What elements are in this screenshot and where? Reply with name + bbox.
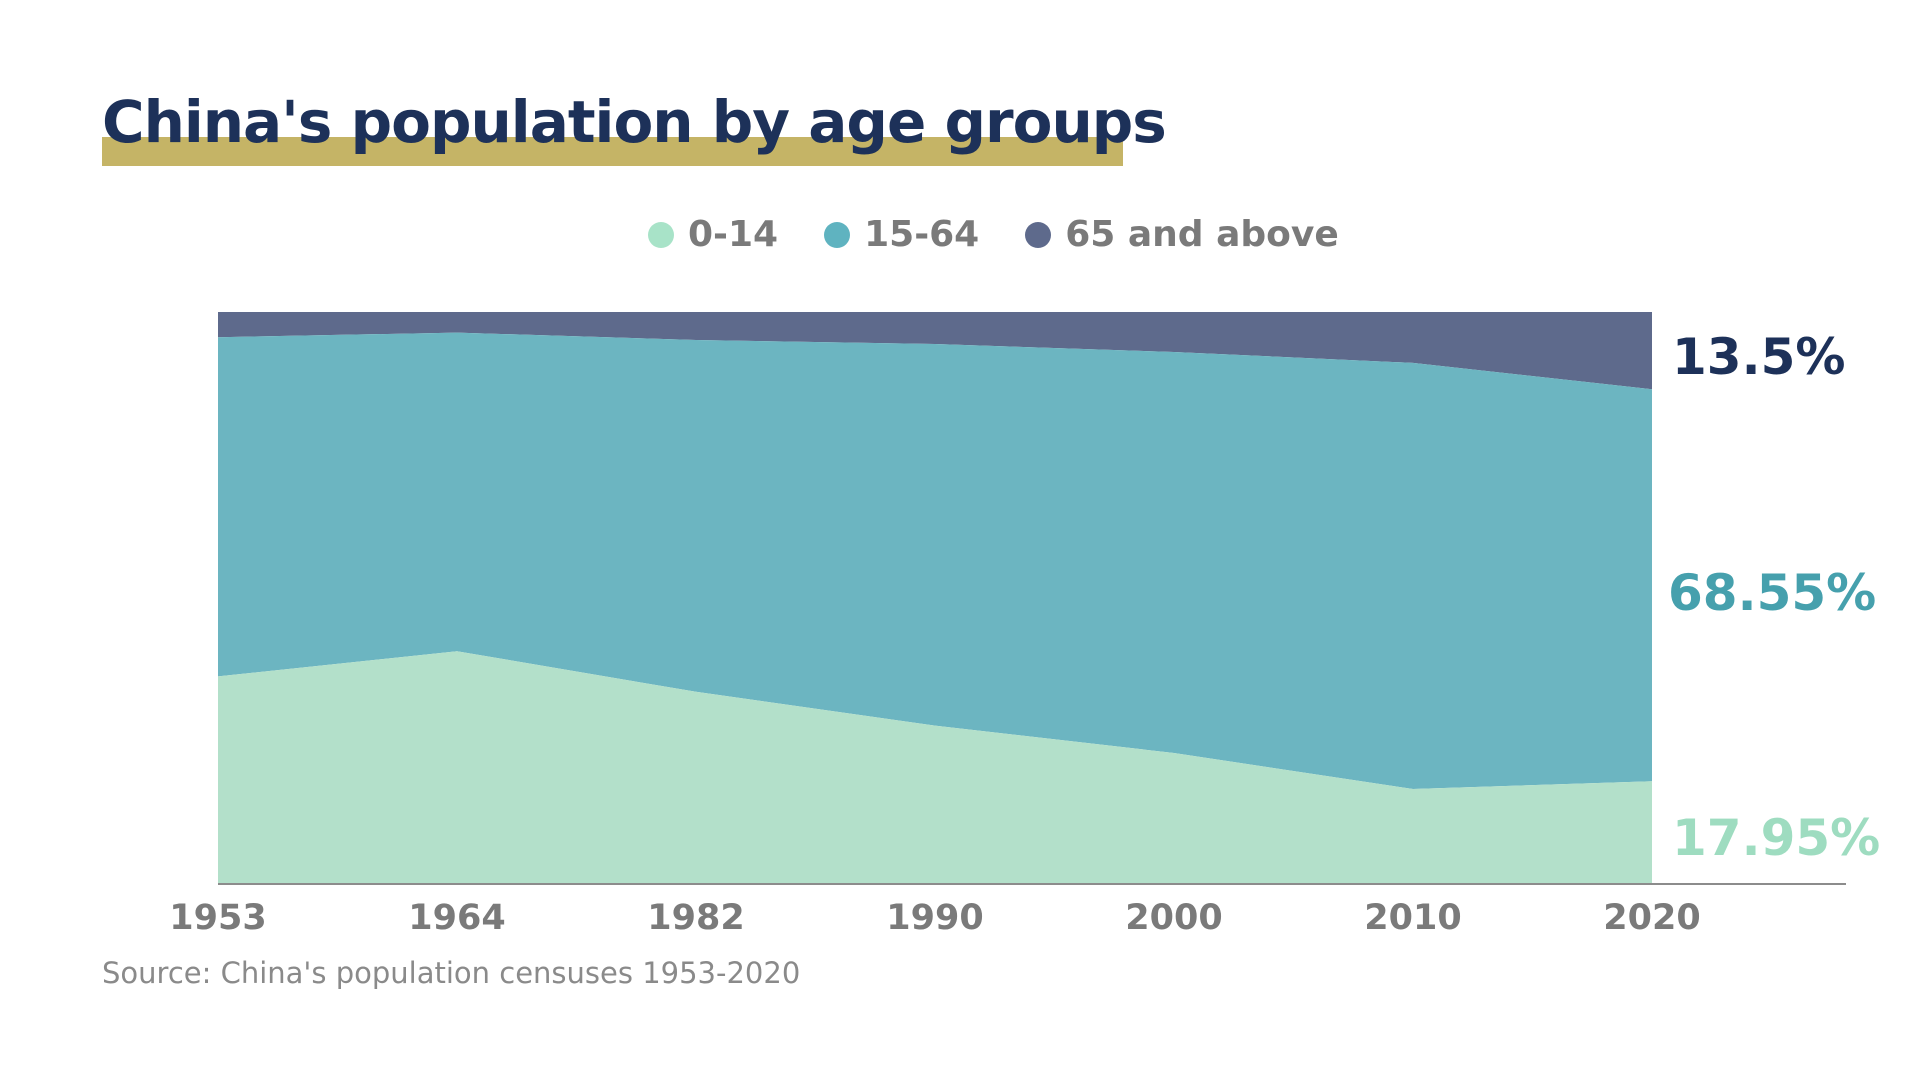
x-tick-label: 1953	[169, 898, 266, 938]
legend-label-15-64: 15-64	[864, 214, 980, 255]
legend-item-65-above: 65 and above	[1025, 214, 1339, 255]
legend-item-0-14: 0-14	[648, 214, 778, 255]
x-tick-label: 2020	[1603, 898, 1700, 938]
legend: 0-14 15-64 65 and above	[648, 214, 1385, 255]
x-tick-label: 1990	[886, 898, 983, 938]
legend-swatch-0-14	[648, 221, 674, 248]
source-note: Source: China's population censuses 1953…	[102, 956, 801, 990]
end-label-65-and-above: 13.5%	[1672, 328, 1845, 386]
title-underline	[102, 137, 1123, 166]
x-tick-label: 2000	[1125, 898, 1222, 938]
end-label-0-14: 17.95%	[1672, 809, 1880, 867]
end-label-15-64: 68.55%	[1668, 564, 1876, 622]
legend-swatch-15-64	[824, 221, 851, 248]
legend-item-15-64: 15-64	[824, 214, 979, 255]
x-tick-label: 2010	[1364, 898, 1461, 938]
area-layers	[218, 312, 1652, 884]
legend-label-0-14: 0-14	[688, 214, 779, 255]
legend-label-65-above: 65 and above	[1065, 214, 1339, 255]
area-65-and-above	[218, 312, 1652, 390]
legend-swatch-65-above	[1025, 221, 1052, 248]
chart-title: China's population by age groups	[102, 88, 1167, 156]
x-tick-label: 1964	[408, 898, 505, 938]
area-0-14	[218, 651, 1652, 884]
x-tick-label: 1982	[647, 898, 744, 938]
end-value-labels: 13.5% 68.55% 17.95%	[1668, 328, 1880, 867]
area-15-64	[218, 332, 1652, 789]
x-tick-labels: 1953 1964 1982 1990 2000 2010 2020	[169, 898, 1700, 938]
